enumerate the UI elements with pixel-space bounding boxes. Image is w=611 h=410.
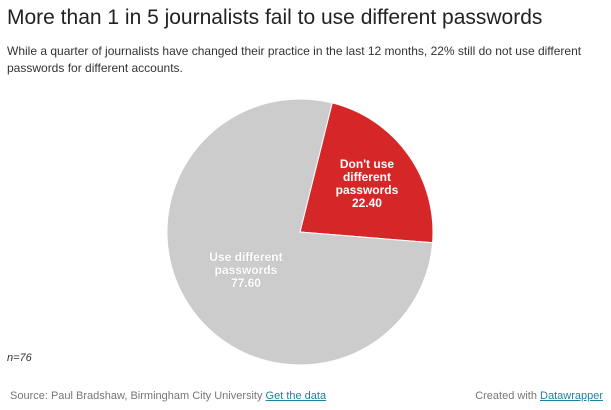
credit-link[interactable]: Datawrapper [540,390,603,402]
slice-label: Don't use different passwords 22.40 [322,156,412,210]
slice-value: 77.60 [230,276,261,291]
chart-title: More than 1 in 5 journalists fail to use… [7,6,543,29]
data-link[interactable]: Get the data [265,390,327,402]
slice-category: Use different passwords [209,250,283,278]
source: Source: Paul Bradshaw, Birmingham City U… [10,390,263,402]
slice-label: Use different passwords 77.60 [201,251,291,290]
slice-category: Don't use different passwords [335,156,399,197]
chart-subtitle: While a quarter of journalists have chan… [7,44,582,75]
pie-slice [166,98,434,366]
pie-slice [299,102,434,244]
credit: Created with [475,390,537,402]
footer-source: Source: Paul Bradshaw, Birmingham City U… [10,390,326,402]
footer-credit: Created with Datawrapper [475,390,603,402]
slice-value: 22.40 [351,195,382,210]
note: n=76 [7,352,32,364]
